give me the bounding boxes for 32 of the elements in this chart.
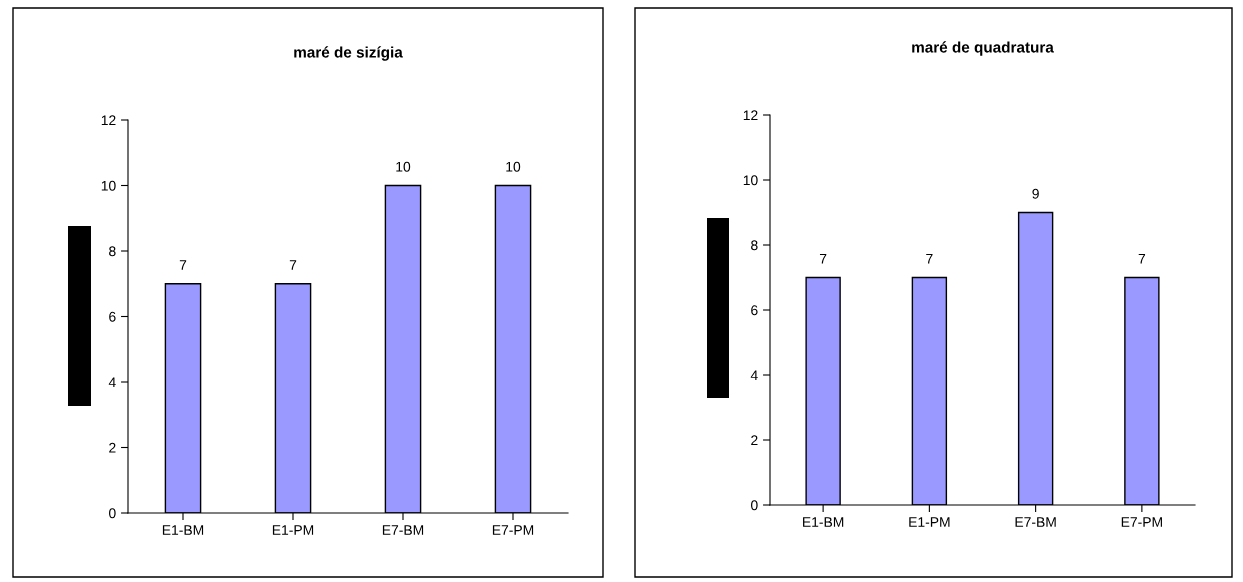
y-tick-label: 4 (750, 370, 758, 381)
y-tick-label: 4 (108, 377, 116, 388)
x-tick-label: E7-BM (382, 525, 424, 535)
y-tick-label: 0 (751, 500, 758, 511)
x-tick-label: E7-BM (1015, 517, 1056, 527)
chart-title: maré de sizígia (294, 46, 403, 61)
y-tick-label: 12 (101, 115, 116, 126)
data-label: 7 (1138, 253, 1146, 264)
x-tick-label: E1-PM (272, 525, 314, 535)
data-label: 7 (289, 260, 297, 270)
y-tick-label: 8 (109, 246, 116, 257)
data-label: 7 (926, 253, 933, 264)
data-label: 10 (506, 161, 521, 172)
data-label: 7 (819, 253, 827, 264)
x-tick-label: E1-PM (909, 517, 950, 527)
y-tick-label: 2 (751, 435, 758, 446)
x-tick-label: E1-BM (803, 517, 844, 527)
data-label: 9 (1032, 188, 1039, 199)
x-tick-label: E7-PM (492, 525, 534, 535)
y-tick-label: 10 (743, 175, 758, 186)
data-label: 10 (396, 161, 411, 172)
data-label: 7 (179, 260, 187, 270)
y-tick-label: 12 (743, 110, 758, 121)
y-tick-label: 0 (109, 508, 116, 519)
y-tick-label: 8 (751, 240, 758, 251)
y-tick-label: 10 (101, 180, 116, 191)
y-tick-label: 6 (109, 311, 116, 322)
y-tick-label: 6 (751, 305, 758, 316)
x-tick-label: E7-PM (1121, 517, 1162, 527)
y-tick-label: 2 (109, 442, 116, 453)
chart-title: maré de quadratura (912, 41, 1054, 56)
x-tick-label: E1-BM (162, 525, 204, 535)
